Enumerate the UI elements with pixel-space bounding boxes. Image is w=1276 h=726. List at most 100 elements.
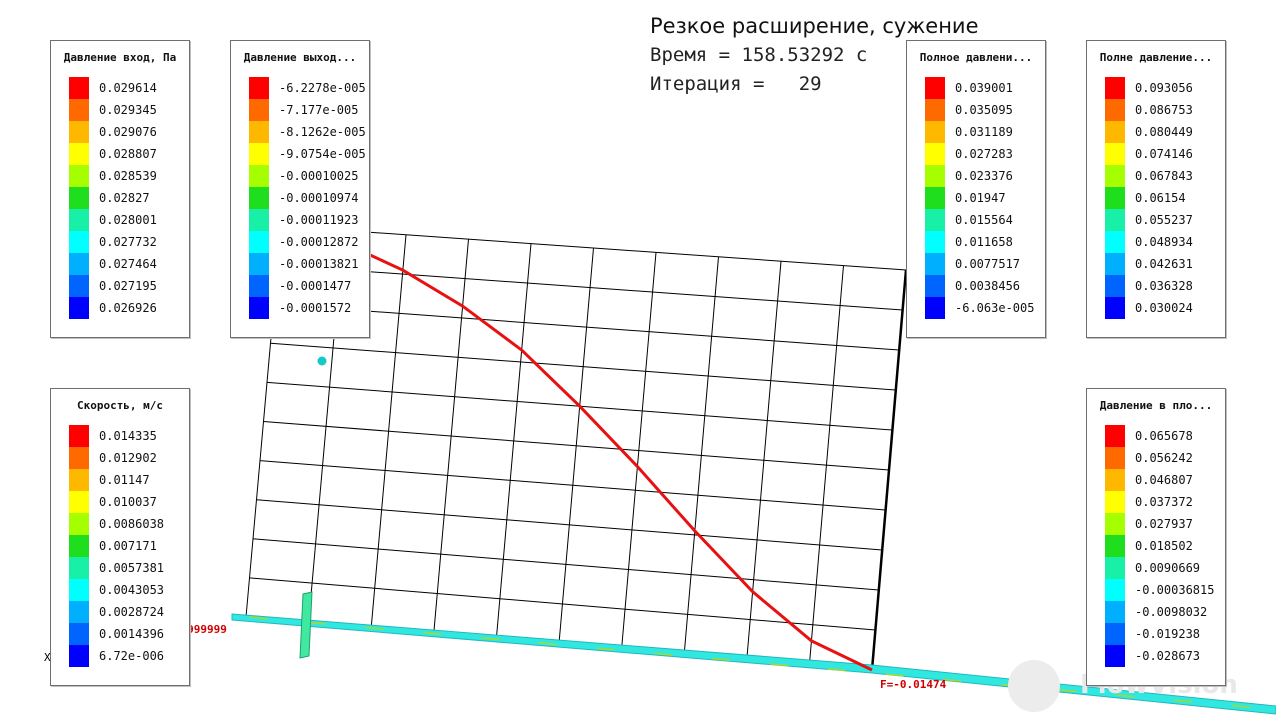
legend-swatch	[1105, 297, 1125, 319]
axis-x-label: X	[44, 651, 51, 664]
legend-value: 0.029614	[99, 81, 157, 95]
legend-swatch	[249, 121, 269, 143]
legend-swatch	[925, 77, 945, 99]
legend-swatch	[69, 187, 89, 209]
legend-inlet-pressure[interactable]: Давление вход, Па 0.029614 0.029345 0.02907…	[50, 40, 190, 338]
legend-swatch	[249, 275, 269, 297]
legend-swatch	[69, 121, 89, 143]
legend-title: Давление в пло...	[1099, 399, 1213, 412]
legend-value: 0.007171	[99, 539, 157, 553]
legend-value: -0.0098032	[1135, 605, 1208, 619]
legend-swatch	[249, 297, 269, 319]
legend-value: -9.0754e-005	[279, 147, 366, 161]
legend-swatch	[249, 209, 269, 231]
legend-swatch	[249, 187, 269, 209]
legend-swatch	[1105, 601, 1125, 623]
legend-value: 0.0014396	[99, 627, 165, 641]
legend-value: 0.080449	[1135, 125, 1193, 139]
legend-value: 0.018502	[1135, 539, 1193, 553]
legend-velocity[interactable]: Скорость, м/с 0.014335 0.012902 0.01147 0.01…	[50, 388, 190, 686]
legend-swatch	[69, 297, 89, 319]
legend-plane-pressure[interactable]: Давление в пло... 0.065678 0.056242 0.04680…	[1086, 388, 1226, 686]
legend-swatch	[1105, 121, 1125, 143]
profile-curve	[280, 224, 873, 672]
grid-line-horizontal	[270, 342, 896, 391]
legend-value: 0.065678	[1135, 429, 1193, 443]
bottom-annotation: F=-0.01474	[880, 678, 947, 691]
legend-swatch	[925, 99, 945, 121]
legend-swatch	[249, 99, 269, 121]
legend-swatch	[69, 601, 89, 623]
legend-value: 0.01147	[99, 473, 150, 487]
legend-swatch	[69, 425, 89, 447]
legend-swatch	[925, 253, 945, 275]
legend-value: 0.093056	[1135, 81, 1193, 95]
legend-title: Давление выход...	[243, 51, 357, 64]
legend-value: 0.06154	[1135, 191, 1186, 205]
legend-swatch	[1105, 513, 1125, 535]
legend-value: -0.019238	[1135, 627, 1201, 641]
inlet-plane	[299, 591, 313, 659]
legend-swatch	[249, 143, 269, 165]
legend-swatch	[69, 623, 89, 645]
grid-line-horizontal	[263, 421, 890, 471]
legend-swatch	[69, 165, 89, 187]
legend-swatch	[1105, 535, 1125, 557]
legend-value: 0.011658	[955, 235, 1013, 249]
legend-value: -0.00012872	[279, 235, 359, 249]
legend-value: 6.72e-006	[99, 649, 165, 663]
legend-value: -0.0001477	[279, 279, 352, 293]
legend-value: 0.02827	[99, 191, 150, 205]
legend-swatch	[925, 143, 945, 165]
legend-swatch	[69, 77, 89, 99]
legend-value: 0.0038456	[955, 279, 1021, 293]
legend-value: 0.028807	[99, 147, 157, 161]
legend-swatch	[925, 165, 945, 187]
legend-swatch	[69, 143, 89, 165]
legend-swatch	[1105, 469, 1125, 491]
legend-value: -6.2278e-005	[279, 81, 366, 95]
legend-value: 0.086753	[1135, 103, 1193, 117]
legend-swatch	[249, 253, 269, 275]
probe-marker[interactable]	[317, 356, 327, 366]
legend-value: 0.030024	[1135, 301, 1193, 315]
legend-swatch	[1105, 425, 1125, 447]
legend-value: 0.010037	[99, 495, 157, 509]
legend-swatch	[69, 447, 89, 469]
legend-value: 0.037372	[1135, 495, 1193, 509]
grid-line-horizontal	[259, 460, 886, 511]
legend-value: 0.055237	[1135, 213, 1193, 227]
legend-outlet-pressure[interactable]: Давление выход... -6.2278e-005 -7.177e-005…	[230, 40, 370, 338]
floor-strip	[231, 591, 1276, 715]
legend-swatch	[1105, 491, 1125, 513]
legend-swatch	[1105, 557, 1125, 579]
legend-swatch	[69, 557, 89, 579]
legend-swatch	[69, 645, 89, 667]
legend-value: 0.046807	[1135, 473, 1193, 487]
legend-value: 0.027732	[99, 235, 157, 249]
legend-swatch	[69, 469, 89, 491]
legend-title: Полное давлени...	[919, 51, 1033, 64]
grid-line-horizontal	[256, 499, 883, 551]
legend-swatch	[69, 275, 89, 297]
legend-swatch	[925, 209, 945, 231]
legend-value: 0.035095	[955, 103, 1013, 117]
legend-value: -0.00011923	[279, 213, 359, 227]
legend-value: 0.0028724	[99, 605, 165, 619]
legend-swatch	[69, 253, 89, 275]
legend-value: -0.00010974	[279, 191, 359, 205]
grid-line-horizontal	[277, 264, 903, 311]
legend-value: 0.042631	[1135, 257, 1193, 271]
legend-swatch	[1105, 99, 1125, 121]
legend-value: 0.028001	[99, 213, 157, 227]
legend-value: 0.056242	[1135, 451, 1193, 465]
legend-value: 0.0086038	[99, 517, 165, 531]
legend-value: 0.0057381	[99, 561, 165, 575]
legend-value: 0.028539	[99, 169, 157, 183]
legend-total-pressure-2[interactable]: Полне давление... 0.093056 0.086753 0.08044…	[1086, 40, 1226, 338]
legend-total-pressure-1[interactable]: Полное давлени... 0.039001 0.035095 0.03118…	[906, 40, 1046, 338]
legend-value: 0.026926	[99, 301, 157, 315]
legend-swatch	[69, 513, 89, 535]
legend-value: 0.015564	[955, 213, 1013, 227]
